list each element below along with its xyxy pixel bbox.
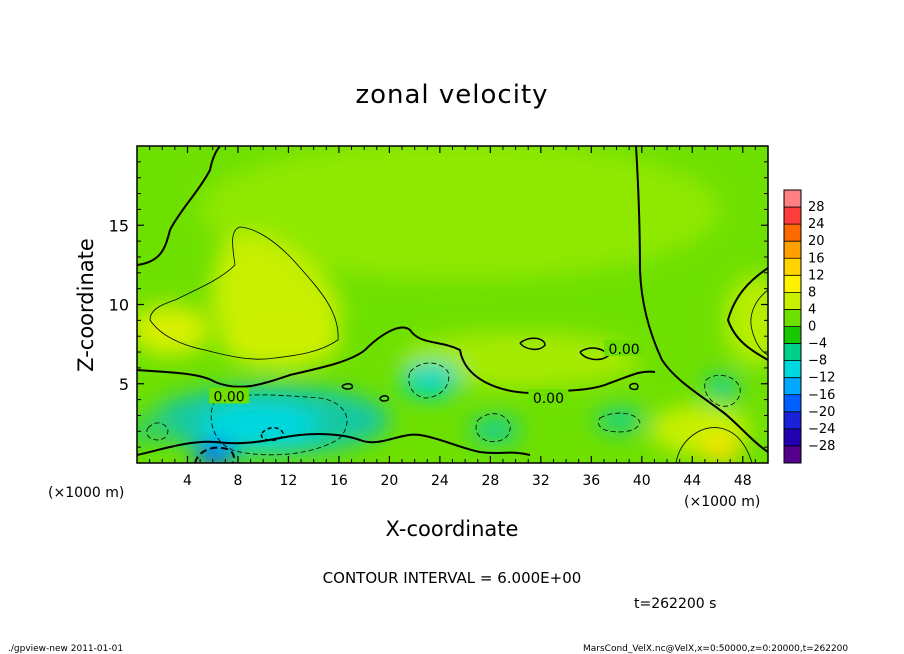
contour-positive-lowright	[675, 427, 753, 463]
colorbar-swatch	[784, 394, 801, 412]
contour-label-bg	[209, 387, 250, 404]
x-axis-title: X-coordinate	[386, 517, 519, 541]
contour-label-group: 0.00 0.00 0.00	[209, 339, 645, 407]
colorbar-label: −4	[808, 337, 827, 352]
y-axis-title: Z-coordinate	[74, 238, 98, 372]
colorbar-swatch	[784, 343, 801, 361]
contour-negative-strong	[194, 446, 235, 463]
x-tick-label: 32	[532, 473, 550, 489]
contour-lines	[137, 146, 768, 463]
x-tick-label: 44	[683, 473, 701, 489]
contour-label: 0.00	[214, 389, 245, 405]
x-tick-label: 8	[233, 473, 242, 489]
footer-right: MarsCond_VelX.nc@VelX,x=0:50000,z=0:2000…	[583, 644, 848, 654]
contour-label-bg	[528, 389, 569, 406]
contour-negative-6	[146, 422, 169, 441]
heatmap-field	[137, 146, 768, 463]
x-tick-label: 4	[183, 473, 192, 489]
colorbar-swatch	[784, 377, 801, 395]
colorbar-label: 16	[808, 251, 825, 266]
colorbar-swatch	[784, 428, 801, 446]
contour-negative-1	[210, 394, 348, 456]
x-tick-label: 12	[280, 473, 298, 489]
contour-negative-small	[260, 427, 284, 442]
x-tick-label: 16	[330, 473, 348, 489]
x-tick-label: 20	[380, 473, 398, 489]
chart-title: zonal velocity	[355, 80, 548, 110]
colorbar-label: 0	[808, 320, 816, 335]
colorbar-label: 12	[808, 268, 825, 283]
contour-small-blobs	[341, 337, 639, 402]
contour-zero-right	[635, 146, 768, 453]
colorbar-label: −28	[808, 439, 835, 454]
contour-negative-3	[475, 413, 511, 442]
colorbar-swatch	[784, 207, 801, 225]
x-axis-unit-left: (×1000 m)	[48, 485, 124, 501]
colorbar-swatch	[784, 360, 801, 378]
colorbar-swatch	[784, 309, 801, 327]
colorbar-label: 28	[808, 200, 825, 215]
contour-label: 0.00	[533, 391, 564, 407]
x-tick-label: 36	[582, 473, 600, 489]
y-tick-label: 10	[109, 296, 129, 315]
colorbar-label: −12	[808, 371, 835, 386]
contour-negative-5	[704, 374, 741, 407]
time-text: t=262200 s	[634, 596, 716, 612]
y-tick-label: 15	[109, 216, 129, 235]
colorbar-swatch	[784, 292, 801, 310]
colorbar-label: 4	[808, 302, 816, 317]
x-tick-label: 40	[633, 473, 651, 489]
contour-interval-text: CONTOUR INTERVAL = 6.000E+00	[323, 569, 582, 587]
colorbar-label: −24	[808, 422, 835, 437]
x-axis-unit-right: (×1000 m)	[684, 494, 760, 510]
colorbar-swatch	[784, 190, 801, 208]
x-tick-label: 48	[734, 473, 752, 489]
y-axis-ticks: 5 10 15	[109, 161, 768, 448]
colorbar-label: −20	[808, 405, 835, 420]
contour-label: 0.00	[609, 342, 640, 358]
colorbar-label: −16	[808, 388, 835, 403]
colorbar-label: 8	[808, 285, 816, 300]
x-tick-label: 24	[431, 473, 449, 489]
footer-left: ./gpview-new 2011-01-01	[8, 644, 123, 654]
x-tick-label: 28	[481, 473, 499, 489]
contour-zero-main	[137, 326, 656, 395]
contour-right-upper	[726, 267, 768, 361]
colorbar-label: 24	[808, 217, 825, 232]
colorbar-swatch	[784, 326, 801, 344]
colorbar-swatch	[784, 224, 801, 242]
colorbar-swatch	[784, 241, 801, 259]
colorbar-label: 20	[808, 234, 825, 249]
colorbar-swatch	[784, 411, 801, 429]
colorbar-swatch	[784, 258, 801, 276]
contour-zero-bottom	[137, 433, 531, 456]
colorbar-label: −8	[808, 354, 827, 369]
contour-zero-left	[137, 146, 221, 266]
contour-positive-right	[750, 289, 768, 356]
colorbar-swatch	[784, 275, 801, 293]
contour-label-bg	[604, 339, 645, 356]
colorbar: 28 24 20 16 12 8 4 0 −4 −8 −12 −16 −20 −24 −28	[783, 189, 835, 464]
x-axis-ticks: 4 8 12 16 20 24 28 32 36 40 44 48	[149, 146, 756, 489]
contour-negative-2	[408, 362, 450, 399]
contour-negative-4	[598, 412, 641, 433]
contour-positive-tongue	[149, 226, 339, 360]
y-tick-label: 5	[119, 375, 129, 394]
colorbar-swatch	[784, 445, 801, 463]
